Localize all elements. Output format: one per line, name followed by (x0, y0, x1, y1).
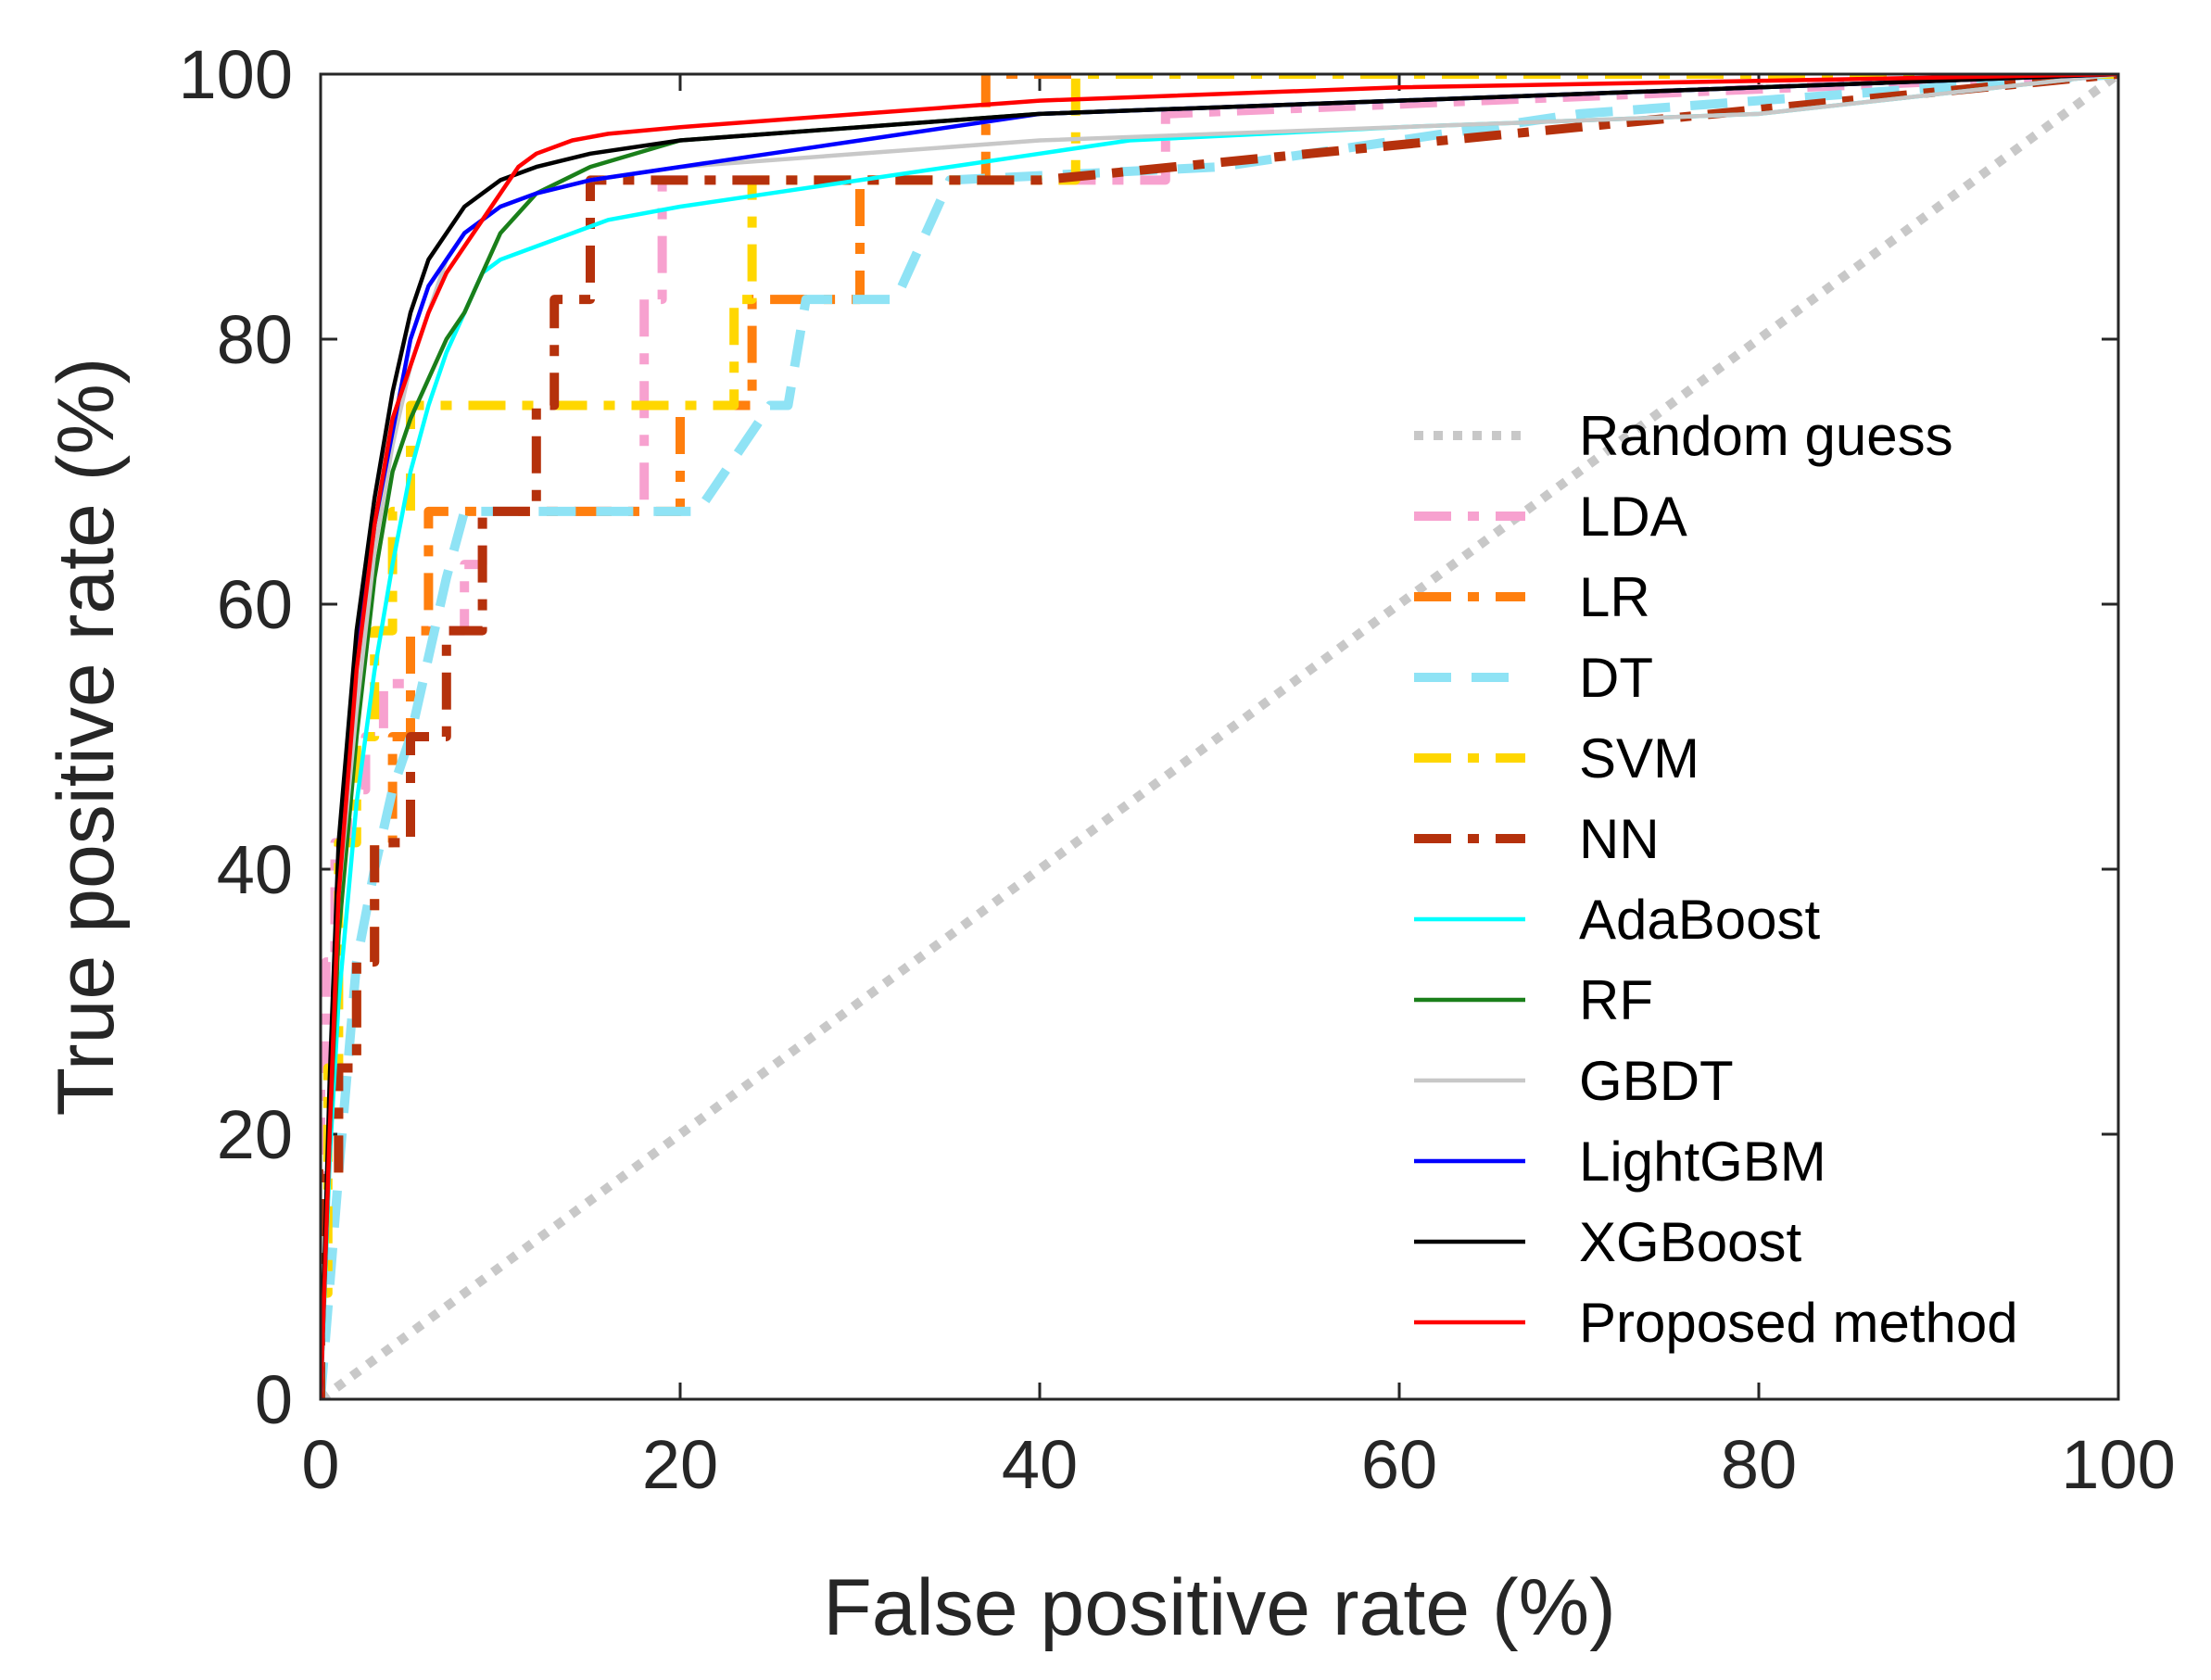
series-line-adaboost (321, 74, 2118, 1399)
x-tick-label: 0 (301, 1426, 339, 1503)
legend-label: LR (1579, 566, 1650, 628)
x-tick-label: 80 (1721, 1426, 1797, 1503)
legend-label: XGBoost (1579, 1211, 1801, 1273)
legend-label: AdaBoost (1579, 889, 1821, 951)
x-tick-label: 20 (642, 1426, 718, 1503)
y-tick-label: 100 (179, 36, 293, 113)
legend-label: LDA (1579, 486, 1687, 548)
legend-label: DT (1579, 647, 1653, 709)
series-line-proposed-method (321, 74, 2118, 1399)
y-axis-title: True positive rate (%) (42, 358, 131, 1117)
x-tick-label: 100 (2061, 1426, 2175, 1503)
legend-label: NN (1579, 808, 1660, 870)
y-tick-label: 40 (217, 831, 293, 908)
legend-label: RF (1579, 969, 1653, 1031)
series-line-xgboost (321, 74, 2118, 1399)
series-layer (321, 74, 2118, 1399)
plot-frame (319, 72, 2120, 1401)
series-line-nn (321, 74, 2118, 1399)
x-tick-label: 60 (1361, 1426, 1437, 1503)
y-tick-label: 20 (217, 1096, 293, 1173)
legend-label: Proposed method (1579, 1292, 2018, 1354)
legend: Random guess LDA LR DT SVM NN AdaBoost RF GBDT Li… (1414, 405, 2018, 1354)
y-tick-label: 0 (255, 1361, 293, 1438)
y-tick-label: 80 (217, 301, 293, 378)
x-axis-title: False positive rate (%) (823, 1563, 1616, 1652)
ticks-layer: 0 20 40 60 80 100 0 20 40 60 80 100 (179, 36, 2176, 1503)
y-tick-label: 60 (217, 566, 293, 643)
x-tick-label: 40 (1002, 1426, 1078, 1503)
series-line-random-guess (321, 74, 2118, 1399)
legend-label: LightGBM (1579, 1131, 1826, 1193)
legend-label: Random guess (1579, 405, 1953, 467)
legend-label: GBDT (1579, 1050, 1734, 1112)
legend-label: SVM (1579, 727, 1699, 789)
